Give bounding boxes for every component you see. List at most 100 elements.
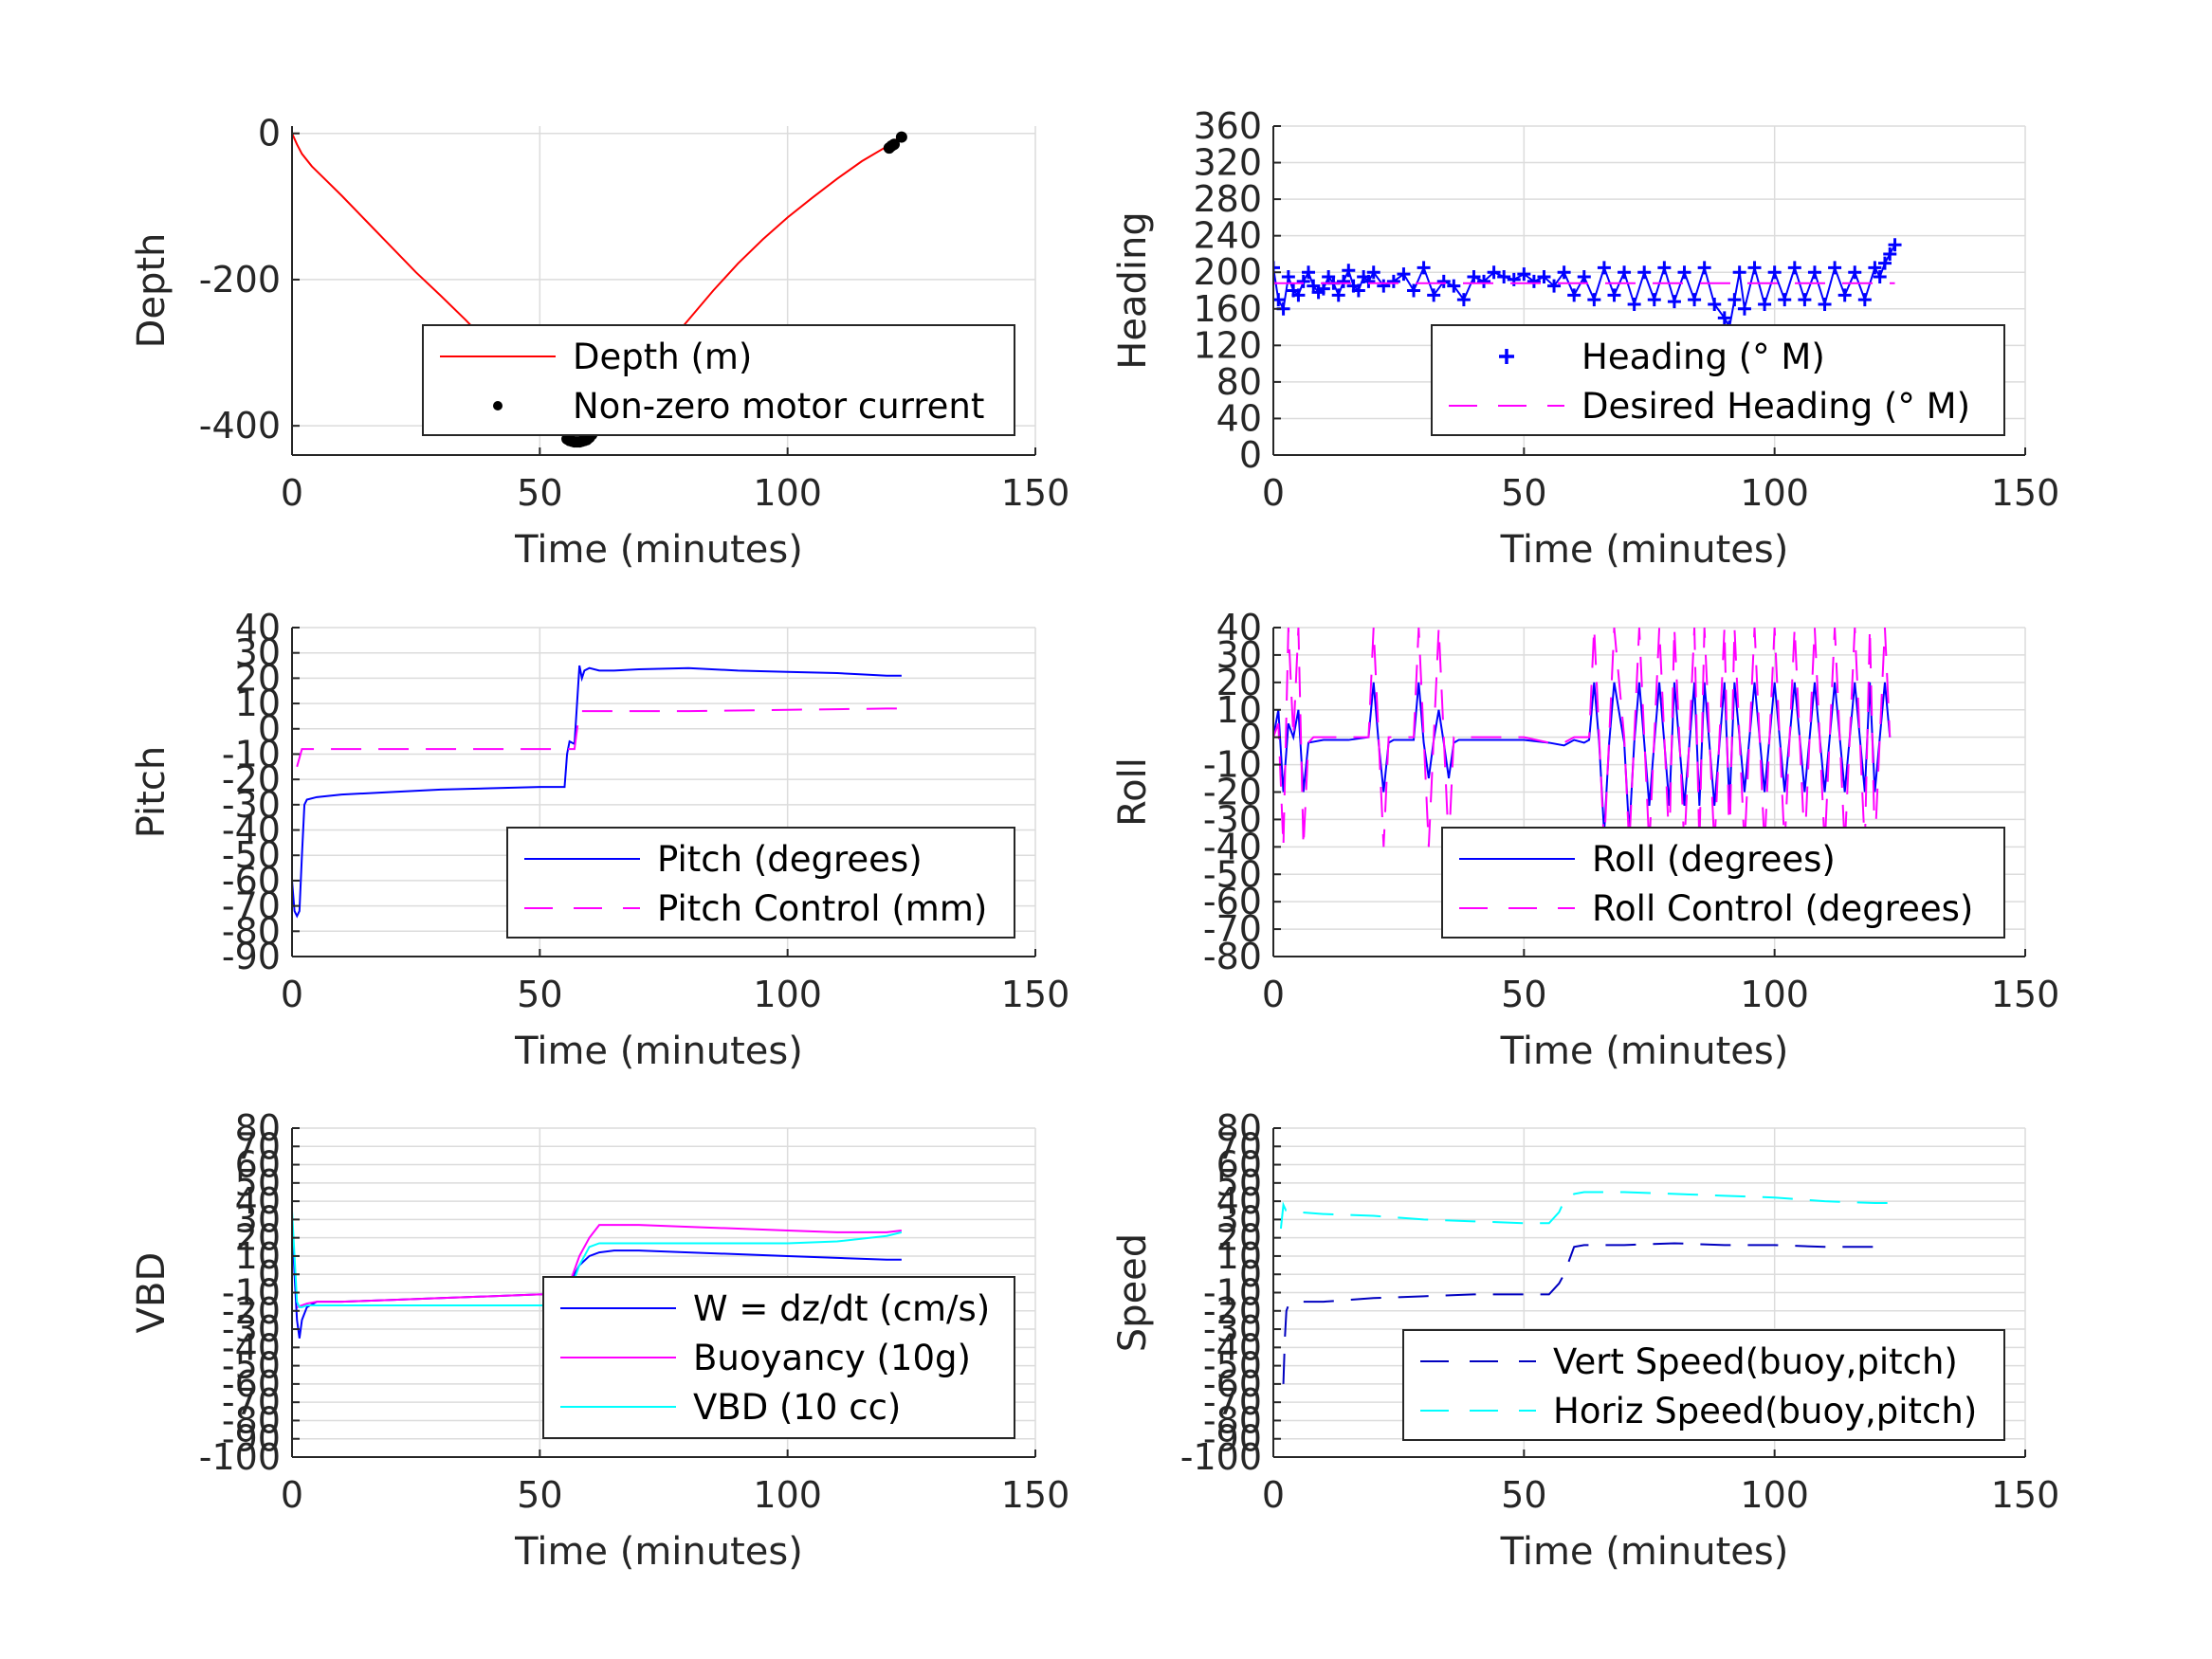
legend-label: Roll Control (degrees) [1592,888,1973,929]
y-tick-label: -40 [1203,1326,1262,1368]
y-tick-label: 0 [258,1253,281,1295]
series-roll-1 [1273,628,1892,848]
y-tick-label: 30 [1216,634,1262,676]
x-tick-label: 0 [1262,1474,1285,1516]
y-tick-label: 60 [235,1144,281,1186]
y-tick-label: -100 [199,1436,281,1478]
legend: Depth (m) Non-zero motor current [422,324,1015,436]
series-depth-1 [561,131,907,448]
y-axis-label: Heading [1111,211,1155,369]
y-tick-label: 40 [235,1180,281,1222]
y-tick-label: 320 [1193,142,1262,184]
x-tick-label: 150 [1991,974,2060,1015]
y-tick-label: -70 [222,885,281,927]
y-tick-label: -20 [1203,772,1262,813]
data-point [895,131,907,143]
y-tick-label: 70 [1216,1125,1262,1167]
y-tick-label: -60 [222,1363,281,1405]
y-tick-label: -80 [222,1399,281,1441]
y-tick-label: -40 [1203,826,1262,867]
y-tick-label: -200 [199,259,281,301]
subplot-vbd: 0 50 100 150-100-90-80-70-60-50-40-30-20-10… [130,1107,1069,1574]
legend-box [1441,827,2005,939]
y-tick-label: 0 [258,708,281,750]
y-axis-label: VBD [130,1252,174,1334]
y-tick-label: -10 [1203,744,1262,786]
legend-label: Heading (° M) [1581,337,1825,377]
series-speed-0 [1282,1242,1891,1384]
legend-label: Buoyancy (10g) [693,1338,971,1378]
x-axis-label: Time (minutes) [514,1530,803,1574]
y-tick-label: 30 [1216,1198,1262,1240]
y-tick-label: -50 [222,834,281,876]
x-tick-label: 150 [1991,1474,2060,1516]
x-tick-label: 50 [1501,974,1546,1015]
series-group [292,665,902,919]
x-axis-label: Time (minutes) [1500,1530,1789,1574]
y-tick-label: -60 [222,860,281,902]
x-tick-label: 0 [281,1474,303,1516]
legend-box [506,827,1015,939]
x-tick-label: 100 [753,472,822,514]
y-tick-label: -90 [1203,1418,1262,1460]
y-tick-label: 20 [1216,1217,1262,1259]
series-pitch-0 [292,665,902,919]
y-tick-label: 160 [1193,288,1262,330]
y-axis-label: Speed [1111,1233,1155,1352]
y-tick-label: -20 [222,758,281,800]
y-tick-label: -40 [222,1326,281,1368]
x-axis-label: Time (minutes) [514,528,803,572]
y-tick-label: 80 [235,1107,281,1149]
legend: Heading (° M) Desired Heading (° M) [1431,324,2005,436]
y-tick-label: 200 [1193,251,1262,293]
x-tick-label: 100 [1740,1474,1809,1516]
x-tick-label: 150 [1001,1474,1070,1516]
legend-box [422,324,1015,436]
legend-label: VBD (10 cc) [693,1387,901,1428]
y-tick-label: -30 [1203,1308,1262,1350]
y-tick-label: -20 [1203,1290,1262,1332]
y-tick-label: -50 [1203,853,1262,895]
x-axis-label: Time (minutes) [1500,1030,1789,1073]
y-tick-label: 10 [235,683,281,724]
series-group [1273,238,1902,335]
legend: Vert Speed(buoy,pitch) Horiz Speed(buoy,p… [1402,1329,2005,1441]
y-tick-label: 20 [235,657,281,699]
y-tick-label: -80 [1203,936,1262,977]
legend-label: Non-zero motor current [573,386,984,427]
y-tick-label: -100 [1180,1436,1262,1478]
x-tick-label: 0 [1262,974,1285,1015]
y-tick-label: 0 [258,113,281,155]
legend: Roll (degrees) Roll Control (degrees) [1441,827,2005,939]
legend-box [1402,1329,2005,1441]
y-tick-label: -80 [1203,1399,1262,1441]
x-tick-label: 150 [1001,974,1070,1015]
legend: Pitch (degrees) Pitch Control (mm) [506,827,1015,939]
x-tick-label: 0 [1262,472,1285,514]
y-tick-label: -70 [222,1381,281,1423]
x-tick-label: 50 [517,472,562,514]
series-pitch-1 [296,707,902,768]
y-tick-label: -10 [222,1272,281,1314]
y-tick-label: 40 [1216,607,1262,648]
y-tick-label: 240 [1193,215,1262,257]
y-tick-label: 80 [1216,361,1262,403]
y-tick-label: -90 [222,936,281,977]
y-tick-label: 20 [1216,662,1262,703]
x-tick-label: 50 [517,974,562,1015]
y-tick-label: 30 [235,632,281,674]
y-tick-label: 10 [1216,689,1262,731]
x-tick-label: 100 [753,1474,822,1516]
x-axis-label: Time (minutes) [514,1030,803,1073]
legend-label: Pitch Control (mm) [657,888,987,929]
subplot-roll: 0 50 100 150-80-70-60-50-40-30-20-100102030… [1111,607,2059,1073]
y-tick-label: -10 [222,733,281,775]
y-tick-label: 80 [1216,1107,1262,1149]
y-axis-label: Depth [130,233,174,349]
y-tick-label: 0 [1239,434,1262,476]
y-tick-label: 40 [235,607,281,648]
y-axis-label: Roll [1111,757,1155,827]
series-group [292,131,907,448]
legend-label: Desired Heading (° M) [1581,386,1970,427]
y-tick-label: -90 [222,1418,281,1460]
